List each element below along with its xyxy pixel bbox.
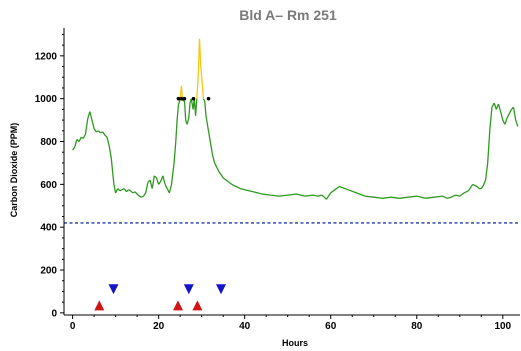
- threshold-dot: [179, 96, 184, 101]
- marker-layer: [94, 284, 226, 311]
- threshold-dot: [176, 96, 181, 101]
- x-tick-label: 20: [153, 321, 165, 332]
- marker-triangle-down: [183, 284, 194, 295]
- y-tick-label: 0: [51, 308, 57, 319]
- y-tick-label: 800: [40, 137, 57, 148]
- marker-triangle-down: [108, 284, 119, 295]
- marker-triangle-down: [216, 284, 226, 295]
- x-axis-label: Hours: [282, 338, 308, 348]
- y-ticks: 0 200 400 600 800 1000 1200: [35, 33, 64, 319]
- axes: 0 20 40 60 80 100 0 200 400 600 800 1000 1200: [35, 28, 520, 332]
- marker-triangle-up: [192, 300, 203, 311]
- marker-triangle-up: [173, 300, 183, 311]
- marker-triangle-up: [94, 300, 105, 311]
- series-line-above-threshold: [179, 38, 205, 99]
- threshold-dot: [182, 96, 187, 101]
- series-line: [72, 98, 519, 200]
- threshold-dot: [191, 96, 196, 101]
- y-tick-label: 1000: [35, 94, 58, 105]
- series-layer: [72, 38, 519, 200]
- y-tick-label: 1200: [35, 51, 58, 62]
- x-ticks: 0 20 40 60 80 100: [70, 315, 512, 332]
- x-tick-label: 40: [239, 321, 251, 332]
- x-tick-label: 60: [325, 321, 337, 332]
- plot-area: [64, 38, 520, 311]
- threshold-dot: [206, 96, 211, 101]
- y-tick-label: 200: [40, 266, 57, 277]
- y-axis-label: Carbon Dioxide (PPM): [9, 123, 19, 218]
- y-tick-label: 600: [40, 180, 57, 191]
- y-tick-label: 400: [40, 223, 57, 234]
- threshold-dots-layer: [176, 96, 211, 101]
- x-tick-label: 80: [411, 321, 423, 332]
- chart-title: Bld A– Rm 251: [239, 7, 337, 23]
- x-tick-label: 0: [70, 321, 76, 332]
- x-tick-label: 100: [494, 321, 511, 332]
